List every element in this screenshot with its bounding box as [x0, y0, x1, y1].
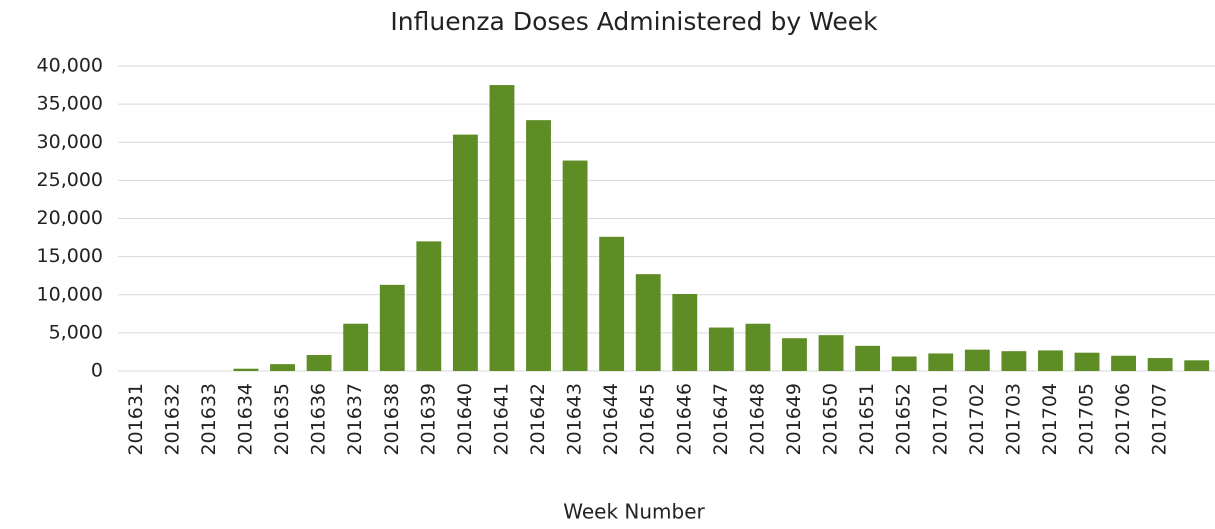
- bar: [489, 85, 515, 371]
- x-tick-label: 201634: [234, 383, 256, 456]
- x-tick-label: 201704: [1039, 383, 1061, 456]
- x-tick-label: 201648: [746, 383, 768, 456]
- y-tick-label: 10,000: [37, 283, 103, 305]
- x-tick-label: 201639: [417, 383, 439, 456]
- x-tick-label: 201647: [710, 383, 732, 456]
- bar: [233, 368, 259, 371]
- bar: [1147, 358, 1173, 371]
- x-tick-label: 201701: [929, 383, 951, 456]
- bar: [562, 160, 588, 371]
- x-tick-label: 201650: [820, 383, 842, 456]
- x-tick-label: 201707: [1149, 383, 1171, 456]
- bar: [1074, 352, 1100, 371]
- x-tick-label: 201706: [1112, 383, 1134, 456]
- bar: [526, 120, 551, 371]
- bar: [1111, 355, 1137, 371]
- bar: [416, 241, 442, 371]
- x-tick-label: 201645: [637, 383, 659, 456]
- bar: [452, 134, 478, 371]
- y-tick-label: 20,000: [37, 207, 103, 229]
- x-tick-label: 201640: [454, 383, 476, 456]
- bar: [1038, 350, 1063, 371]
- y-tick-label: 30,000: [37, 131, 103, 153]
- bar: [599, 236, 625, 371]
- bar: [1001, 351, 1027, 371]
- x-tick-label: 201705: [1076, 383, 1098, 456]
- x-tick-label: 201644: [600, 383, 622, 456]
- x-tick-label: 201651: [856, 383, 878, 456]
- bar: [855, 345, 881, 371]
- x-tick-label: 201637: [344, 383, 366, 456]
- x-tick-label: 201633: [198, 383, 220, 456]
- x-axis-title: Week Number: [563, 500, 705, 524]
- x-tick-label: 201643: [564, 383, 586, 456]
- x-tick-label: 201646: [673, 383, 695, 456]
- bar: [635, 274, 661, 371]
- bar: [306, 354, 332, 371]
- chart-title: Influenza Doses Administered by Week: [390, 7, 878, 36]
- y-tick-label: 0: [91, 360, 103, 382]
- bar: [782, 338, 807, 371]
- y-tick-label: 15,000: [37, 245, 103, 267]
- x-tick-label: 201703: [1002, 383, 1024, 456]
- bar: [745, 323, 771, 371]
- bar: [964, 349, 990, 371]
- bar: [818, 335, 844, 371]
- x-tick-label: 201702: [966, 383, 988, 456]
- bar: [928, 353, 954, 371]
- bar: [270, 364, 295, 371]
- bar: [672, 293, 698, 371]
- bar: [379, 284, 405, 371]
- y-tick-label: 35,000: [37, 93, 103, 115]
- x-tick-label: 201652: [893, 383, 915, 456]
- x-tick-label: 201636: [308, 383, 330, 456]
- x-tick-label: 201631: [125, 383, 147, 456]
- y-tick-label: 40,000: [37, 55, 103, 77]
- bar: [891, 356, 917, 371]
- y-tick-label: 25,000: [37, 169, 103, 191]
- x-tick-label: 201635: [271, 383, 293, 456]
- x-tick-label: 201649: [783, 383, 805, 456]
- bar: [708, 327, 734, 371]
- bar: [1184, 360, 1210, 371]
- y-tick-label: 5,000: [49, 321, 103, 343]
- bar: [343, 323, 369, 371]
- x-tick-label: 201641: [490, 383, 512, 456]
- x-tick-label: 201632: [161, 383, 183, 456]
- x-tick-label: 201642: [527, 383, 549, 456]
- x-tick-label: 201638: [381, 383, 403, 456]
